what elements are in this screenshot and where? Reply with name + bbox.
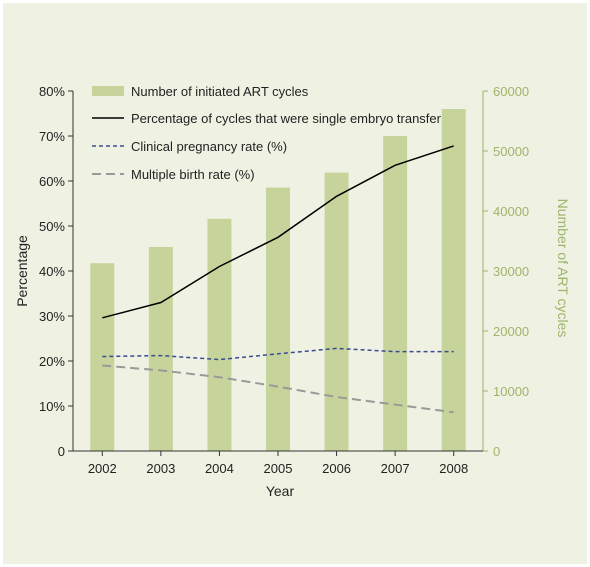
right-tick-label: 30000: [493, 264, 529, 279]
bar-2007: [383, 136, 408, 451]
x-ticks: 2002 2003 2004 2005 2006 2007 2008: [88, 451, 468, 476]
x-tick-label: 2002: [88, 461, 117, 476]
right-axis-label: Number of ART cycles: [555, 199, 571, 338]
right-ticks: 0 10000 20000 30000 40000 50000 60000: [483, 84, 529, 459]
right-tick-label: 50000: [493, 144, 529, 159]
left-tick-label: 40%: [39, 264, 65, 279]
x-tick-label: 2005: [264, 461, 293, 476]
left-tick-label: 10%: [39, 399, 65, 414]
legend-label-multiple-birth: Multiple birth rate (%): [131, 167, 255, 182]
lines-layer: [102, 145, 454, 414]
x-tick-label: 2007: [381, 461, 410, 476]
left-tick-label: 70%: [39, 129, 65, 144]
legend-label-pregnancy: Clinical pregnancy rate (%): [131, 139, 287, 154]
right-tick-label: 60000: [493, 84, 529, 99]
right-tick-label: 20000: [493, 324, 529, 339]
bars-layer: [90, 109, 466, 451]
left-tick-label: 80%: [39, 84, 65, 99]
right-tick-label: 0: [493, 444, 500, 459]
right-tick-label: 40000: [493, 204, 529, 219]
legend: Number of initiated ART cycles Percentag…: [92, 84, 442, 182]
x-tick-label: 2003: [146, 461, 175, 476]
bar-2006: [324, 172, 349, 451]
left-ticks: 0 10% 20% 30% 40% 50% 60% 70% 80%: [39, 84, 73, 459]
left-tick-label: 0: [58, 444, 65, 459]
x-tick-label: 2006: [322, 461, 351, 476]
series-line-3: [102, 364, 454, 414]
x-axis-label: Year: [266, 483, 295, 499]
left-tick-label: 30%: [39, 309, 65, 324]
left-tick-label: 20%: [39, 354, 65, 369]
legend-label-single-embryo: Percentage of cycles that were single em…: [131, 111, 442, 126]
series-line-1: [102, 145, 454, 319]
bar-2008: [441, 109, 466, 451]
left-axis-label: Percentage: [14, 235, 30, 307]
legend-swatch-bars: [92, 86, 124, 96]
bar-2003: [148, 247, 173, 451]
series-line-2: [102, 347, 454, 361]
legend-label-bars: Number of initiated ART cycles: [131, 84, 309, 99]
x-tick-label: 2008: [439, 461, 468, 476]
x-tick-label: 2004: [205, 461, 234, 476]
left-tick-label: 60%: [39, 174, 65, 189]
bar-2004: [207, 218, 232, 451]
bar-2005: [266, 187, 290, 451]
left-tick-label: 50%: [39, 219, 65, 234]
right-tick-label: 10000: [493, 384, 529, 399]
